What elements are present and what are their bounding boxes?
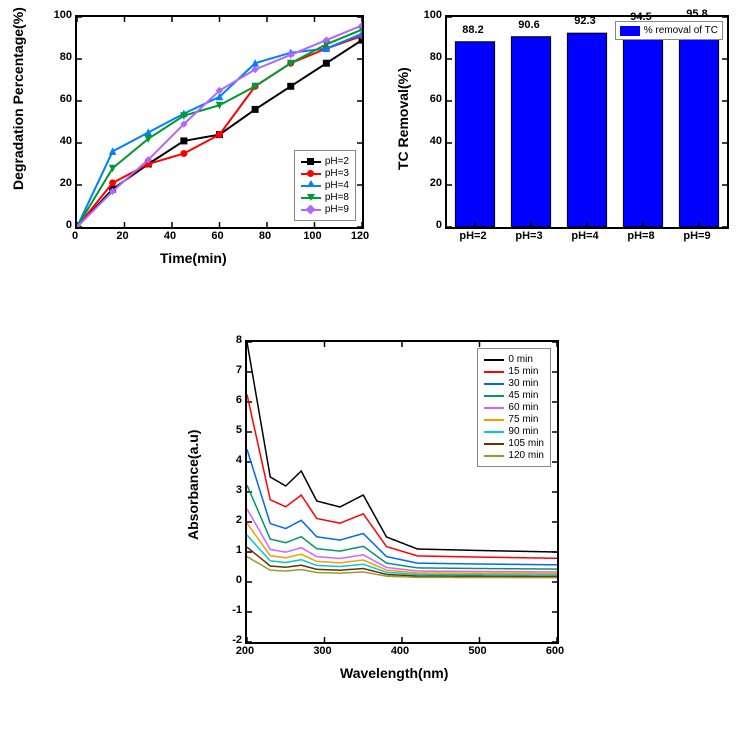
bar-value-label: 90.6 <box>511 19 547 31</box>
panel-b-svg <box>447 17 727 227</box>
legend-label: 75 min <box>508 414 538 425</box>
ytick: 2 <box>222 514 242 526</box>
panel-b-plot: % removal of TC <box>445 15 729 229</box>
xtick: 40 <box>160 230 180 242</box>
panel-c: c) 0 min15 min30 min45 min60 min75 min90… <box>180 330 580 710</box>
legend-item: pH=4 <box>301 180 349 191</box>
legend-item: 75 min <box>484 414 544 425</box>
xtick: 400 <box>386 645 414 657</box>
ytick: -1 <box>222 604 242 616</box>
ytick: 40 <box>418 135 442 147</box>
panel-b: b) % removal of TC pH=2pH=3pH=4pH=8pH=9 … <box>400 10 740 280</box>
panel-a: a) pH=2pH=3pH=4pH=8pH=9 020406080100120 … <box>20 10 380 280</box>
ytick: 8 <box>222 334 242 346</box>
ytick: 3 <box>222 484 242 496</box>
ytick: 0 <box>418 219 442 231</box>
legend-label: 0 min <box>508 354 532 365</box>
xtick: pH=8 <box>619 230 663 242</box>
xtick: pH=9 <box>675 230 719 242</box>
ytick: 0 <box>222 574 242 586</box>
ytick: 60 <box>418 93 442 105</box>
legend-item: 30 min <box>484 378 544 389</box>
legend-item: 15 min <box>484 366 544 377</box>
legend-label: pH=4 <box>325 180 349 191</box>
ytick: 20 <box>418 177 442 189</box>
legend-label: pH=2 <box>325 156 349 167</box>
ytick: 60 <box>48 93 72 105</box>
bar-value-label: 95.8 <box>679 8 715 20</box>
legend-label: 45 min <box>508 390 538 401</box>
bar-value-label: 88.2 <box>455 24 491 36</box>
panel-b-legend: % removal of TC <box>615 21 723 40</box>
xtick: 500 <box>464 645 492 657</box>
legend-label: pH=9 <box>325 204 349 215</box>
legend-label: pH=3 <box>325 168 349 179</box>
xtick: 0 <box>65 230 85 242</box>
ytick: 80 <box>48 51 72 63</box>
legend-item: pH=2 <box>301 156 349 167</box>
legend-item: 45 min <box>484 390 544 401</box>
panel-c-legend: 0 min15 min30 min45 min60 min75 min90 mi… <box>477 348 551 467</box>
legend-label: pH=8 <box>325 192 349 203</box>
panel-c-ylabel: Absorbance(a.u) <box>185 430 201 540</box>
xtick: pH=4 <box>563 230 607 242</box>
legend-item: 105 min <box>484 438 544 449</box>
xtick: 300 <box>309 645 337 657</box>
ytick: 5 <box>222 424 242 436</box>
xtick: 200 <box>231 645 259 657</box>
legend-label: 60 min <box>508 402 538 413</box>
panel-b-legend-label: % removal of TC <box>644 25 718 36</box>
panel-a-ylabel: Degradation Percentage(%) <box>10 7 26 190</box>
panel-a-legend: pH=2pH=3pH=4pH=8pH=9 <box>294 150 356 221</box>
legend-label: 30 min <box>508 378 538 389</box>
legend-item: 120 min <box>484 450 544 461</box>
legend-item: 90 min <box>484 426 544 437</box>
bar-value-label: 94.5 <box>623 11 659 23</box>
legend-item: pH=3 <box>301 168 349 179</box>
ytick: 100 <box>418 9 442 21</box>
ytick: 100 <box>48 9 72 21</box>
xtick: 600 <box>541 645 569 657</box>
ytick: 6 <box>222 394 242 406</box>
legend-item: pH=8 <box>301 192 349 203</box>
legend-item: pH=9 <box>301 204 349 215</box>
legend-label: 15 min <box>508 366 538 377</box>
figure-container: a) pH=2pH=3pH=4pH=8pH=9 020406080100120 … <box>0 0 756 741</box>
xtick: 120 <box>350 230 370 242</box>
xtick: 60 <box>208 230 228 242</box>
ytick: -2 <box>222 634 242 646</box>
xtick: 20 <box>113 230 133 242</box>
xtick: pH=3 <box>507 230 551 242</box>
panel-a-plot: pH=2pH=3pH=4pH=8pH=9 <box>75 15 364 229</box>
legend-label: 90 min <box>508 426 538 437</box>
ytick: 40 <box>48 135 72 147</box>
panel-b-ylabel: TC Removal(%) <box>395 67 411 170</box>
legend-swatch <box>620 26 640 36</box>
ytick: 4 <box>222 454 242 466</box>
ytick: 7 <box>222 364 242 376</box>
panel-c-plot: 0 min15 min30 min45 min60 min75 min90 mi… <box>245 340 559 644</box>
ytick: 80 <box>418 51 442 63</box>
bar-value-label: 92.3 <box>567 15 603 27</box>
panel-c-xlabel: Wavelength(nm) <box>340 665 448 681</box>
legend-item: 0 min <box>484 354 544 365</box>
xtick: pH=2 <box>451 230 495 242</box>
legend-item: 60 min <box>484 402 544 413</box>
legend-label: 120 min <box>508 450 544 461</box>
xtick: 80 <box>255 230 275 242</box>
legend-label: 105 min <box>508 438 544 449</box>
panel-b-legend-item: % removal of TC <box>620 25 718 36</box>
ytick: 1 <box>222 544 242 556</box>
panel-a-xlabel: Time(min) <box>160 250 227 266</box>
ytick: 0 <box>48 219 72 231</box>
xtick: 100 <box>303 230 323 242</box>
ytick: 20 <box>48 177 72 189</box>
